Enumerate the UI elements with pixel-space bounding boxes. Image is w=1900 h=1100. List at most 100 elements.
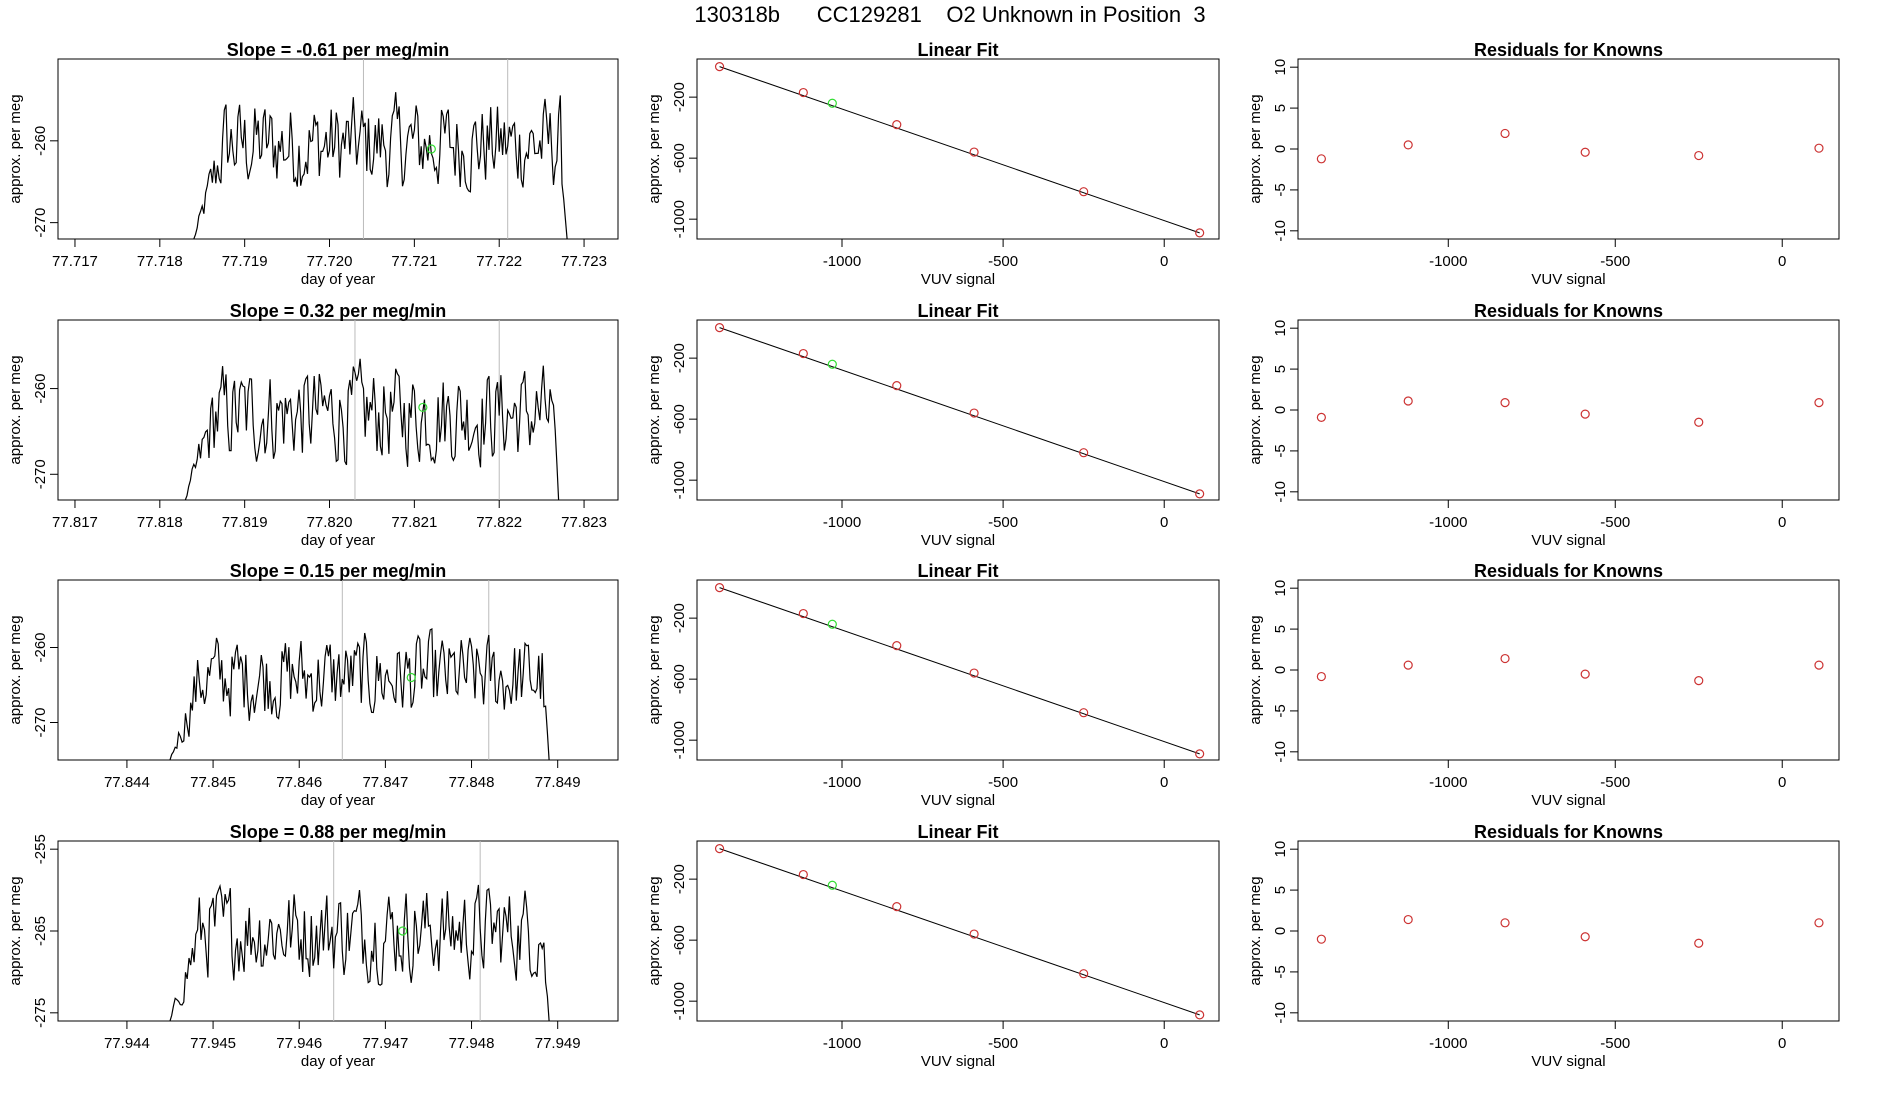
x-axis-label: day of year: [301, 792, 375, 809]
x-axis-label: VUV signal: [921, 271, 995, 288]
y-tick-label: -10: [1272, 741, 1289, 763]
x-axis-label: VUV signal: [921, 532, 995, 549]
y-tick-label: -275: [32, 998, 49, 1028]
known-point: [1814, 660, 1824, 670]
panel-2-1: Slope = 0.32 per meg/min 77.817 77.818 77.8…: [7, 301, 619, 549]
known-point: [892, 380, 902, 391]
x-tick-label: 77.818: [137, 514, 183, 531]
known-point: [1580, 669, 1590, 679]
x-tick-label: -500: [988, 253, 1018, 270]
known-point: [1403, 396, 1413, 406]
y-tick-label: -10: [1272, 220, 1289, 242]
y-tick-label: 10: [1272, 580, 1289, 597]
plot-area: [184, 320, 560, 500]
x-axis-label: VUV signal: [921, 1053, 995, 1070]
unknown-marker: [418, 402, 428, 413]
known-point: [1500, 398, 1510, 408]
plot-frame: [57, 58, 619, 240]
panel-title: Linear Fit: [917, 40, 998, 60]
known-point: [969, 147, 979, 157]
unknown-point: [827, 619, 837, 629]
unknown-point: [827, 359, 837, 369]
x-tick-label: -500: [1600, 774, 1630, 791]
known-point: [1079, 708, 1089, 718]
known-point: [1079, 187, 1089, 197]
known-point: [969, 408, 979, 418]
panel-1-3: Residuals for Knowns -1000 -500 0 VUV signal…: [1247, 40, 1840, 288]
known-point: [1500, 918, 1510, 928]
known-point: [1195, 749, 1205, 759]
x-axis-label: VUV signal: [1531, 792, 1605, 809]
known-point: [1814, 398, 1824, 408]
known-point: [714, 62, 725, 72]
x-tick-label: -1000: [1429, 774, 1467, 791]
x-tick-label: 77.718: [137, 253, 183, 270]
known-point: [798, 608, 808, 619]
y-tick-label: 10: [1272, 841, 1289, 858]
panel-title: Linear Fit: [917, 301, 998, 321]
panel-title: Residuals for Knowns: [1474, 822, 1663, 842]
y-tick-label: -200: [671, 603, 688, 633]
panel-title: Residuals for Knowns: [1474, 561, 1663, 581]
plot-frame: [696, 579, 1220, 761]
time-series-trace: [169, 628, 550, 760]
y-tick-label: 0: [1272, 145, 1289, 153]
panel-title: Residuals for Knowns: [1474, 301, 1663, 321]
x-tick-label: 77.945: [190, 1035, 236, 1052]
known-point: [1694, 150, 1704, 161]
y-tick-label: -5: [1272, 183, 1289, 196]
plot-frame: [696, 840, 1220, 1022]
x-tick-label: 0: [1778, 514, 1786, 531]
unknown-point: [827, 98, 837, 108]
x-tick-label: 0: [1160, 253, 1168, 270]
x-tick-label: 77.722: [476, 253, 522, 270]
known-point: [1694, 417, 1704, 427]
x-axis-label: day of year: [301, 271, 375, 288]
x-tick-label: 77.719: [222, 253, 268, 270]
panel-2-3: Residuals for Knowns -1000 -500 0 VUV signal…: [1247, 301, 1840, 549]
panel-4-1: Slope = 0.88 per meg/min 77.944 77.945 77.9…: [7, 822, 619, 1070]
y-tick-label: 5: [1272, 886, 1289, 894]
known-point: [798, 348, 808, 359]
panel-title: Residuals for Knowns: [1474, 40, 1663, 60]
y-axis-label: approx. per meg: [1247, 355, 1264, 464]
y-tick-label: -600: [671, 143, 688, 173]
x-tick-label: -500: [988, 514, 1018, 531]
y-tick-label: -200: [671, 82, 688, 112]
panel-title: Slope = 0.15 per meg/min: [230, 561, 447, 581]
known-point: [1316, 671, 1326, 682]
panel-4-2: Linear Fit -1000 -500 0 VUV signal -200 -600 -1…: [646, 822, 1220, 1070]
y-tick-label: -600: [671, 664, 688, 694]
unknown-marker: [426, 144, 436, 154]
x-tick-label: 0: [1778, 253, 1786, 270]
x-axis-label: VUV signal: [1531, 532, 1605, 549]
x-tick-label: 0: [1160, 1035, 1168, 1052]
known-point: [1079, 448, 1089, 458]
x-tick-label: 0: [1778, 774, 1786, 791]
plot-frame: [1297, 840, 1840, 1022]
y-tick-label: -255: [32, 834, 49, 864]
known-point: [1403, 914, 1413, 925]
known-point: [1403, 660, 1413, 670]
x-axis-label: day of year: [301, 1053, 375, 1070]
y-tick-label: 10: [1272, 59, 1289, 76]
known-point: [1316, 934, 1326, 944]
x-tick-label: 77.847: [362, 774, 408, 791]
x-tick-label: -1000: [823, 1035, 861, 1052]
x-tick-label: -500: [1600, 253, 1630, 270]
x-tick-label: -1000: [823, 514, 861, 531]
plot-frame: [57, 319, 619, 501]
x-tick-label: -1000: [1429, 514, 1467, 531]
x-tick-label: -500: [1600, 514, 1630, 531]
y-tick-label: -265: [32, 916, 49, 946]
y-axis-label: approx. per meg: [646, 355, 663, 464]
known-point: [1079, 969, 1089, 979]
y-axis-label: approx. per meg: [646, 94, 663, 203]
known-point: [892, 119, 902, 130]
y-tick-label: -5: [1272, 444, 1289, 457]
y-tick-label: -1000: [671, 982, 688, 1020]
plot-frame: [1297, 58, 1840, 240]
panel-title: Slope = 0.88 per meg/min: [230, 822, 447, 842]
known-point: [1814, 143, 1824, 153]
x-tick-label: 77.948: [449, 1035, 495, 1052]
